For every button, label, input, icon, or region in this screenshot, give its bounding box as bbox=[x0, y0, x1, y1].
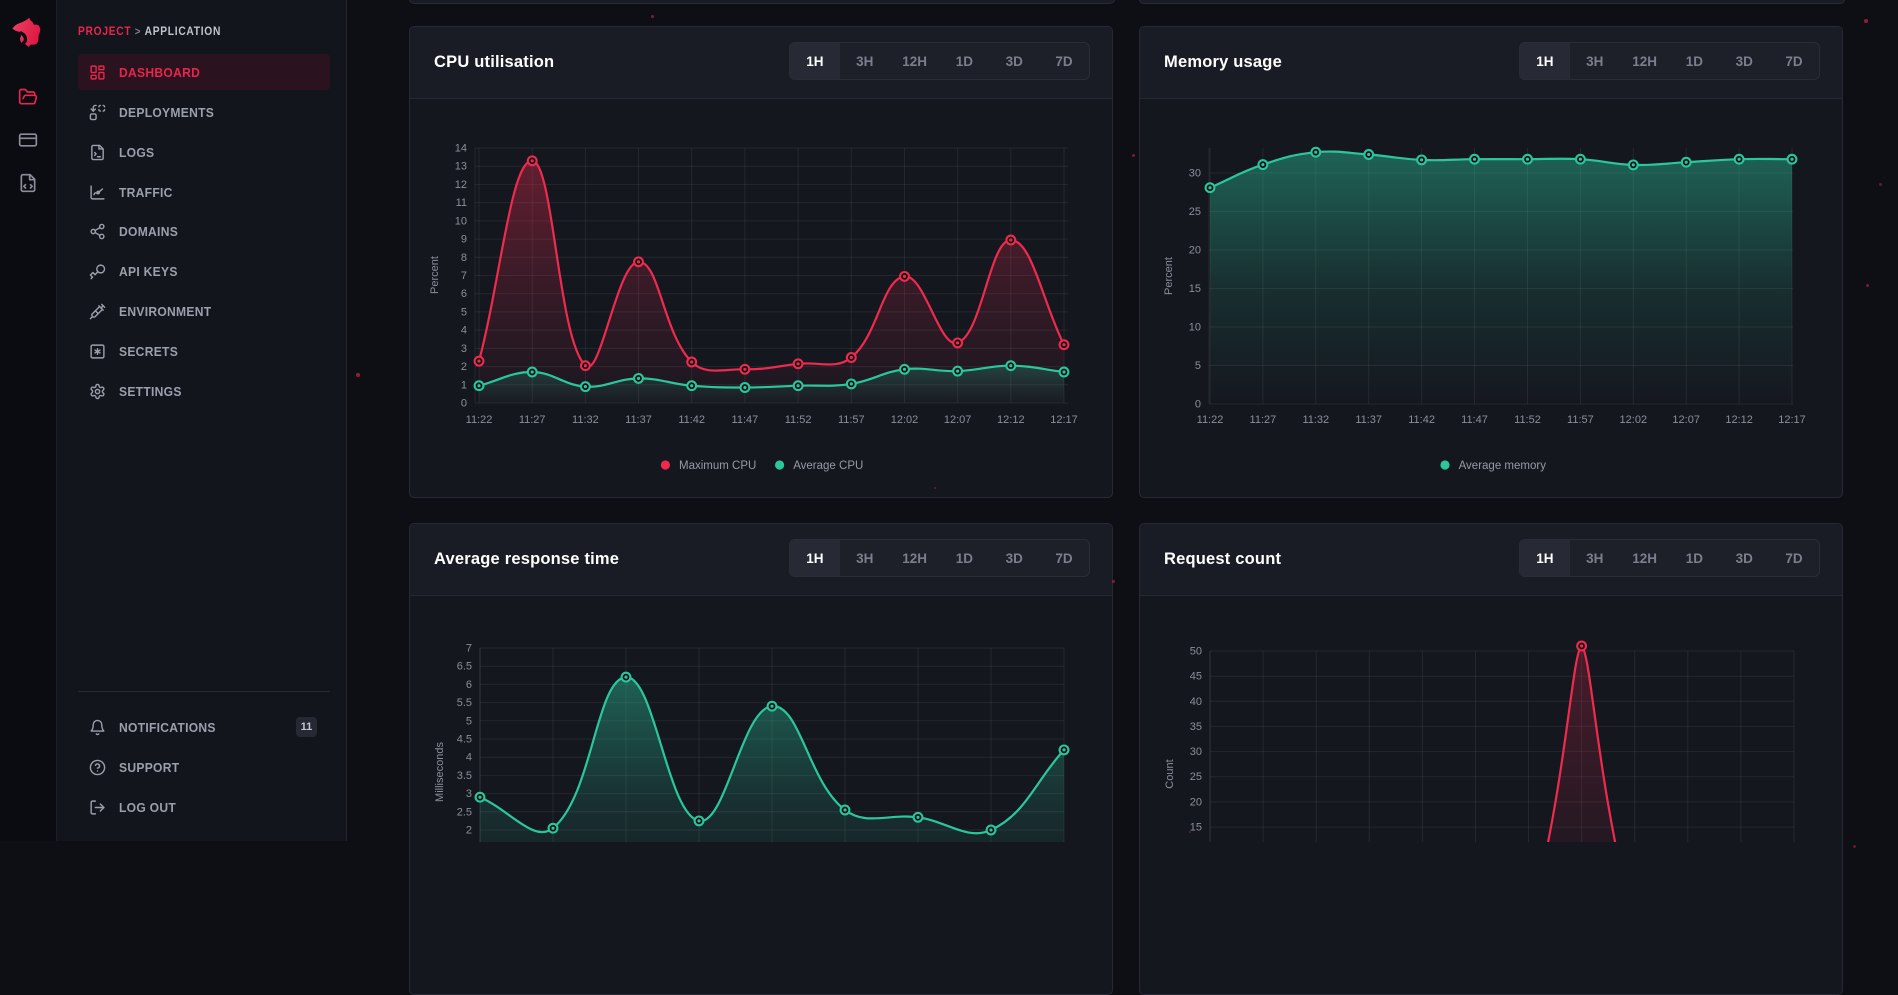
svg-text:Percent: Percent bbox=[429, 256, 441, 294]
svg-text:5: 5 bbox=[461, 306, 467, 318]
svg-text:12:12: 12:12 bbox=[997, 414, 1025, 426]
svg-text:11:22: 11:22 bbox=[1197, 414, 1224, 426]
svg-text:11:27: 11:27 bbox=[519, 414, 546, 426]
svg-text:15: 15 bbox=[1189, 283, 1201, 295]
svg-text:6.5: 6.5 bbox=[457, 661, 472, 673]
svg-text:11:27: 11:27 bbox=[1250, 414, 1277, 426]
svg-text:12:12: 12:12 bbox=[1725, 414, 1753, 426]
svg-text:Count: Count bbox=[1164, 759, 1176, 788]
svg-text:12:17: 12:17 bbox=[1050, 414, 1078, 426]
svg-text:4: 4 bbox=[461, 325, 467, 337]
svg-text:8: 8 bbox=[461, 252, 467, 264]
svg-text:45: 45 bbox=[1190, 671, 1202, 683]
svg-text:15: 15 bbox=[1190, 822, 1202, 834]
svg-text:30: 30 bbox=[1189, 168, 1201, 180]
svg-text:13: 13 bbox=[455, 161, 467, 173]
svg-text:11:42: 11:42 bbox=[678, 414, 705, 426]
svg-text:Maximum CPU: Maximum CPU bbox=[679, 460, 756, 472]
svg-text:14: 14 bbox=[455, 143, 467, 155]
svg-text:2.5: 2.5 bbox=[457, 806, 472, 818]
svg-text:40: 40 bbox=[1190, 696, 1202, 708]
svg-text:9: 9 bbox=[461, 234, 467, 246]
svg-text:12:07: 12:07 bbox=[944, 414, 972, 426]
svg-text:2: 2 bbox=[466, 825, 472, 837]
svg-text:4: 4 bbox=[466, 752, 472, 764]
svg-text:11:37: 11:37 bbox=[1355, 414, 1382, 426]
svg-text:12: 12 bbox=[455, 179, 467, 191]
svg-text:4.5: 4.5 bbox=[457, 734, 472, 746]
svg-text:25: 25 bbox=[1189, 206, 1201, 218]
svg-text:11:57: 11:57 bbox=[838, 414, 865, 426]
svg-text:20: 20 bbox=[1189, 245, 1201, 257]
svg-text:Average CPU: Average CPU bbox=[793, 460, 863, 472]
svg-text:11:37: 11:37 bbox=[625, 414, 652, 426]
svg-text:11:52: 11:52 bbox=[1514, 414, 1541, 426]
svg-text:11:57: 11:57 bbox=[1567, 414, 1594, 426]
svg-text:3: 3 bbox=[466, 788, 472, 800]
svg-text:30: 30 bbox=[1190, 746, 1202, 758]
svg-text:Average memory: Average memory bbox=[1459, 460, 1547, 472]
svg-text:12:02: 12:02 bbox=[891, 414, 919, 426]
svg-text:6: 6 bbox=[466, 679, 472, 691]
svg-text:11:22: 11:22 bbox=[466, 414, 493, 426]
svg-text:11:42: 11:42 bbox=[1408, 414, 1435, 426]
svg-text:5: 5 bbox=[1195, 360, 1201, 372]
svg-text:50: 50 bbox=[1190, 646, 1202, 658]
svg-text:10: 10 bbox=[1189, 322, 1201, 334]
svg-text:5.5: 5.5 bbox=[457, 697, 472, 709]
svg-text:11: 11 bbox=[456, 197, 467, 209]
svg-text:20: 20 bbox=[1190, 796, 1202, 808]
svg-text:3.5: 3.5 bbox=[457, 770, 472, 782]
svg-text:5: 5 bbox=[466, 715, 472, 727]
svg-text:0: 0 bbox=[1195, 399, 1201, 411]
svg-text:1: 1 bbox=[461, 379, 467, 391]
svg-text:7: 7 bbox=[461, 270, 467, 282]
svg-text:12:02: 12:02 bbox=[1620, 414, 1648, 426]
svg-text:11:32: 11:32 bbox=[1302, 414, 1329, 426]
svg-text:12:17: 12:17 bbox=[1778, 414, 1806, 426]
svg-text:2: 2 bbox=[461, 361, 467, 373]
svg-text:Percent: Percent bbox=[1163, 257, 1175, 295]
svg-text:11:47: 11:47 bbox=[732, 414, 759, 426]
svg-text:11:47: 11:47 bbox=[1461, 414, 1488, 426]
svg-text:10: 10 bbox=[455, 215, 467, 227]
svg-text:6: 6 bbox=[461, 288, 467, 300]
svg-text:11:32: 11:32 bbox=[572, 414, 599, 426]
svg-text:Milliseconds: Milliseconds bbox=[434, 742, 446, 802]
svg-text:7: 7 bbox=[466, 643, 472, 655]
svg-text:11:52: 11:52 bbox=[785, 414, 812, 426]
svg-text:12:07: 12:07 bbox=[1672, 414, 1700, 426]
svg-text:0: 0 bbox=[461, 398, 467, 410]
svg-text:35: 35 bbox=[1190, 721, 1202, 733]
svg-text:25: 25 bbox=[1190, 771, 1202, 783]
svg-text:3: 3 bbox=[461, 343, 467, 355]
